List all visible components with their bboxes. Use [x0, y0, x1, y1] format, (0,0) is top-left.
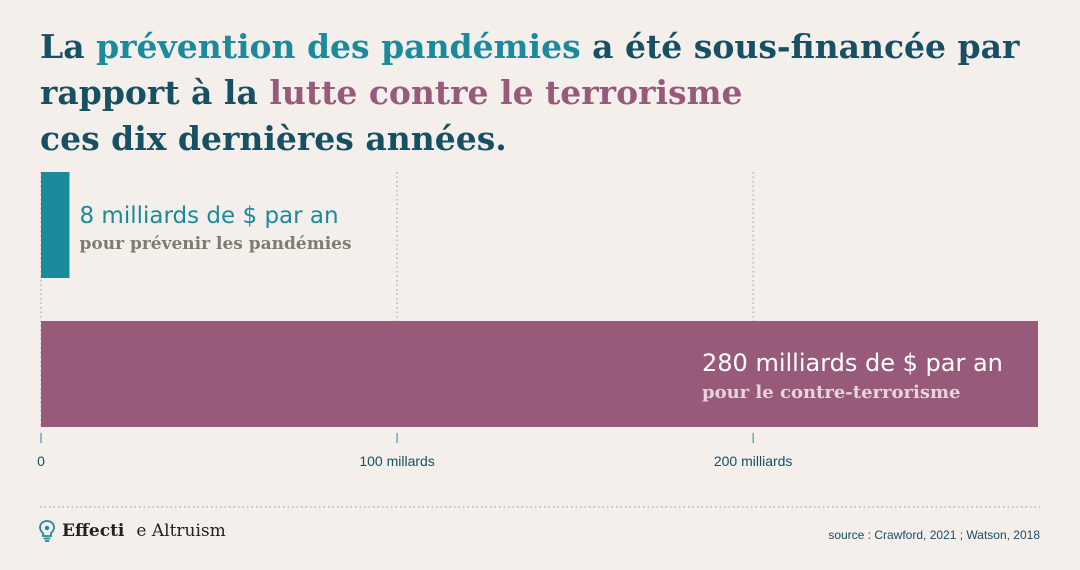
bar [41, 172, 70, 278]
effective-altruism-logo: Effecti e Altruism [38, 519, 226, 543]
chart-title: La prévention des pandémies a été sous-f… [40, 24, 1040, 162]
title-highlight-terrorism: lutte contre le terrorisme [269, 73, 743, 112]
tick-label: 100 millards [359, 453, 434, 469]
logo-word-effective: Effecti [62, 521, 125, 541]
logo-word-altruism: e Altruism [136, 521, 226, 541]
title-part-1: La [40, 27, 97, 66]
title-part-2: a été sous-financée par rapport à la [40, 27, 1020, 112]
tick-label: 200 milliards [714, 453, 793, 469]
bar-sublabel: pour le contre-terrorisme [702, 382, 960, 403]
tick-label: 0 [37, 453, 45, 469]
lightbulb-icon [39, 520, 55, 542]
title-highlight-pandemics: prévention des pandémies [96, 27, 581, 66]
source-note: source : Crawford, 2021 ; Watson, 2018 [828, 528, 1040, 542]
bar-sublabel: pour prévenir les pandémies [79, 234, 351, 254]
title-part-3: ces dix dernières années. [40, 119, 507, 158]
bar [41, 321, 1038, 427]
bar-label: 280 milliards de $ par an [702, 349, 1003, 377]
bar-label: 8 milliards de $ par an [79, 203, 338, 229]
